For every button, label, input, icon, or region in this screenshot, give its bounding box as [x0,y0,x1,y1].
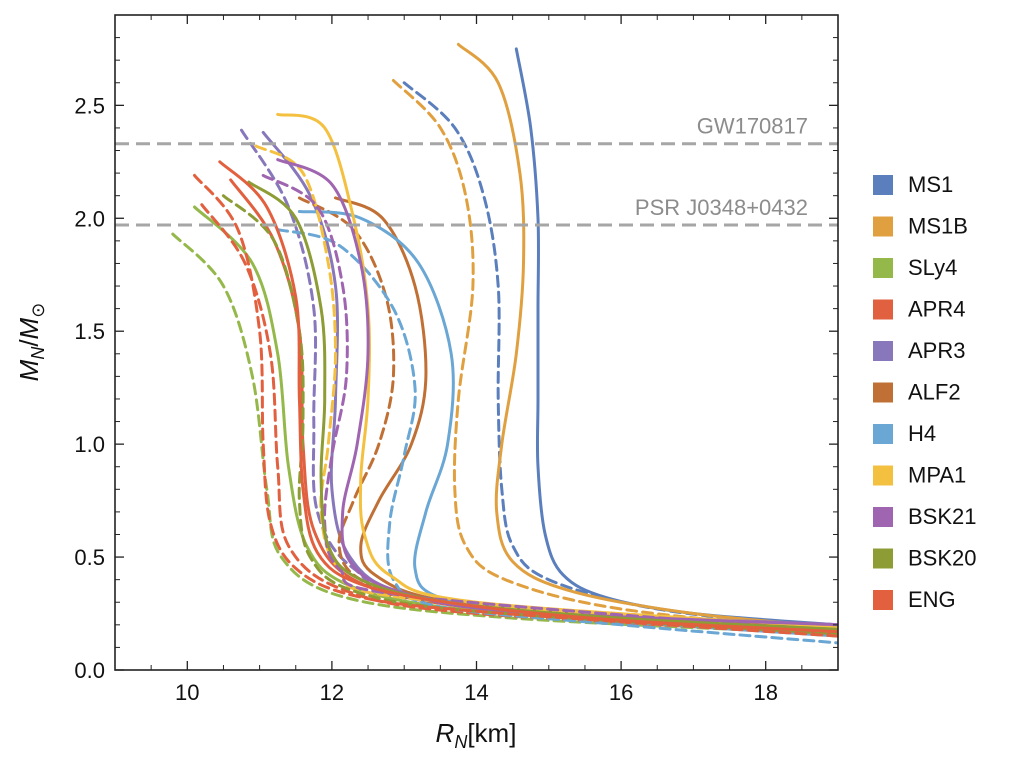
series-alf2-dashed [297,196,838,631]
series-ms1b-solid [456,42,838,629]
legend-swatch-apr3 [873,341,893,361]
y-tick-label: 1.5 [74,319,105,344]
x-axis-label-sub: N [454,732,468,752]
legend-label-bsk21: BSK21 [908,504,977,529]
x-tick-label: 12 [320,680,344,705]
legend-swatch-bsk21 [873,507,893,527]
y-axis-label-den: M [14,317,44,339]
legend-swatch-ms1b [873,216,893,237]
series-eng-solid [218,160,838,634]
y-tick-label: 2.5 [74,93,105,118]
y-axis-label-main: M [14,359,44,381]
legend-label-mpa1: MPA1 [908,463,966,488]
y-tick-label: 0.5 [74,545,105,570]
legend-swatch-alf2 [873,382,893,403]
y-tick-label: 1.0 [74,432,105,457]
series-eng-dashed [193,173,838,638]
series-layer [171,42,838,645]
legend-label-h4: H4 [908,421,936,446]
series-h4-dashed [276,228,838,645]
legend-label-ms1: MS1 [908,172,953,197]
legend-swatch-h4 [873,424,893,444]
x-axis-label-main: R [436,718,455,748]
reference-label-1: PSR J0348+0432 [635,195,808,220]
legend-swatch-sly4 [873,258,893,278]
y-axis-label-sep: / [14,339,44,347]
y-axis-label-den-sub: ⊙ [28,303,48,318]
y-tick-label: 0.0 [74,658,105,683]
x-tick-label: 16 [609,680,633,705]
x-tick-label: 10 [175,680,199,705]
legend-swatch-apr4 [873,299,893,320]
series-alf2-solid [334,196,838,629]
legend-label-apr4: APR4 [908,297,965,322]
series-ms1b-dashed [391,79,838,634]
reference-label-0: GW170817 [697,114,808,139]
series-sly4-dashed [171,232,838,636]
legend-label-bsk20: BSK20 [908,546,977,571]
series-ms1-dashed [402,81,838,631]
x-tick-label: 18 [753,680,777,705]
legend-label-apr3: APR3 [908,338,965,363]
x-axis-label: RN[km] [436,718,517,752]
legend-label-eng: ENG [908,587,956,612]
series-apr4-dashed [200,203,838,636]
x-tick-label: 14 [464,680,488,705]
series-bsk20-dashed [221,194,838,636]
legend-label-sly4: SLy4 [908,255,957,280]
legend-swatch-eng [873,590,893,610]
ticks: 10 12 14 16 18 0.0 0.5 1.0 1.5 2.0 2.5 [74,15,839,705]
legend-swatch-ms1 [873,175,893,195]
legend-label-alf2: ALF2 [908,380,961,405]
y-tick-label: 2.0 [74,206,105,231]
y-axis-label: MN/M⊙ [14,303,48,382]
series-bsk21-dashed [261,173,838,634]
legend-swatch-bsk20 [873,548,893,569]
series-bsk20-solid [247,180,838,631]
legend-label-ms1b: MS1B [908,214,968,239]
y-axis-label-sub: N [28,346,48,360]
reference-lines: GW170817 PSR J0348+0432 [115,114,838,227]
legend: MS1 MS1B SLy4 APR4 APR3 ALF2 H4 MPA1 BSK21 BSK20 E… [873,172,977,612]
x-axis-label-unit: [km] [467,718,516,748]
legend-swatch-mpa1 [873,465,893,486]
